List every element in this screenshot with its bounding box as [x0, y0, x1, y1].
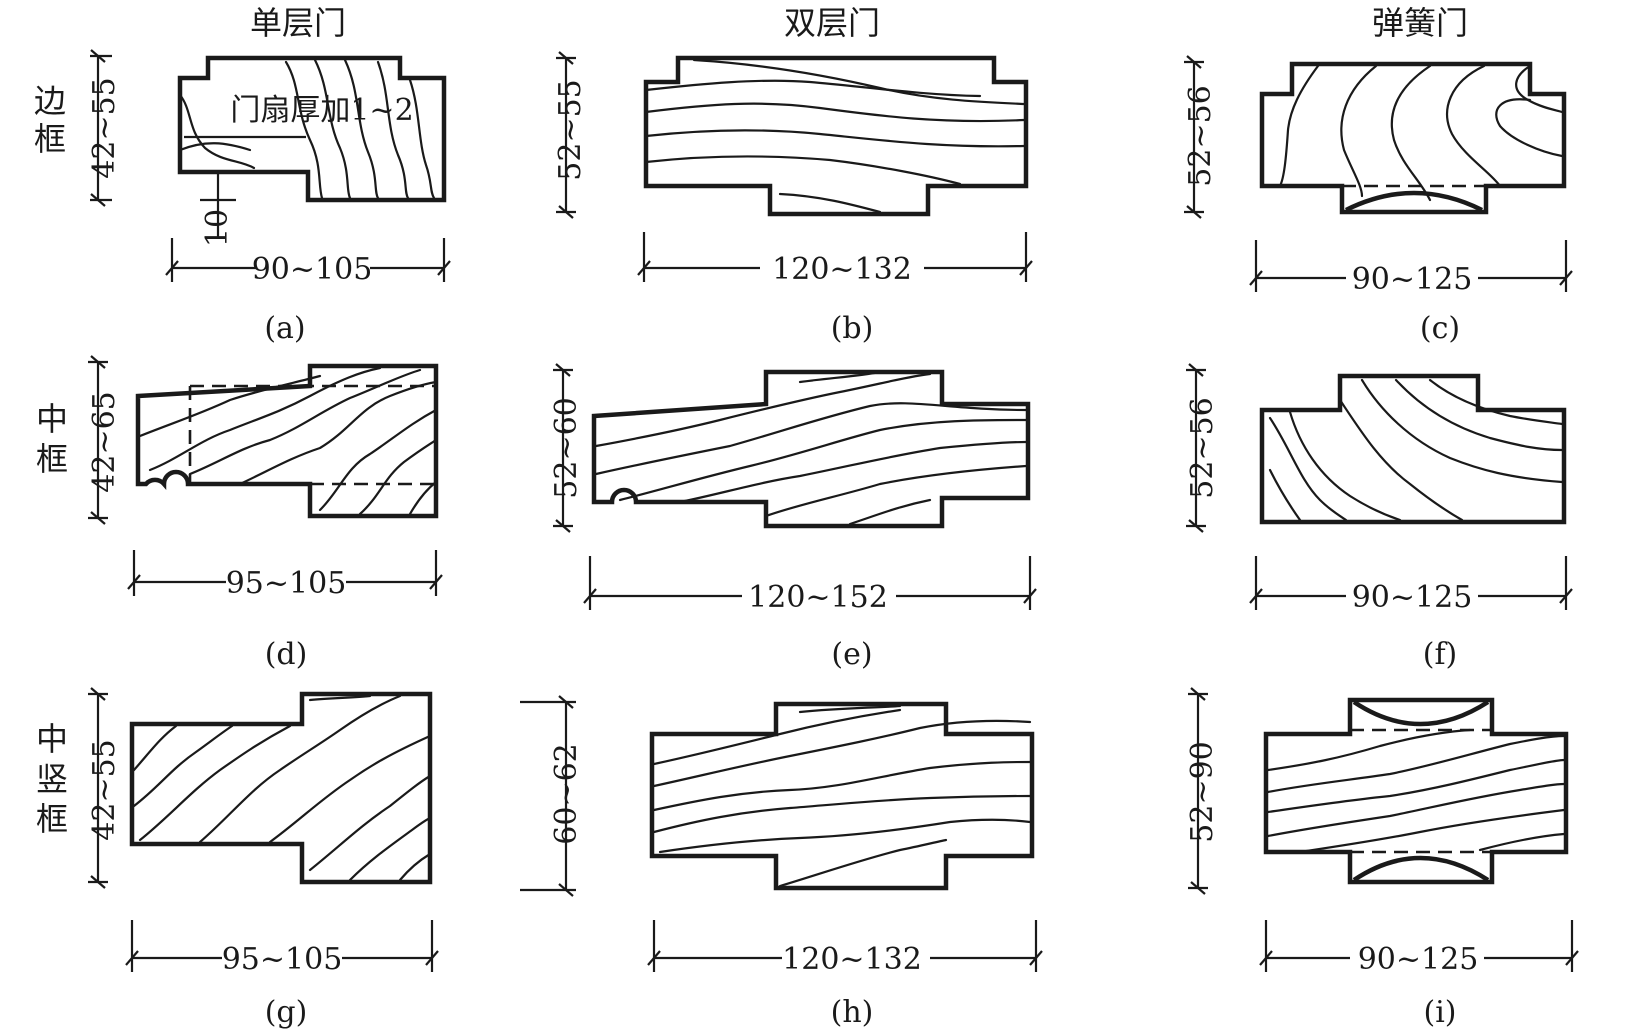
panel-e-caption: (e) — [831, 637, 872, 672]
wood-grain — [178, 58, 436, 200]
panel-e-height-label: 52~60 — [549, 397, 584, 498]
frame-outline — [135, 363, 439, 519]
wood-grain — [1278, 64, 1564, 202]
panel-b-section: 52~55 120~132 (b) — [553, 51, 1033, 346]
panel-a-rebate-label: 10 — [200, 209, 235, 247]
panel-i-width-label: 90~125 — [1358, 942, 1479, 977]
column-title-spring-door: 弹簧门 — [1372, 4, 1468, 42]
row-label-side-frame: 边 框 — [34, 82, 66, 158]
row-label-char: 框 — [34, 120, 66, 158]
wood-grain — [644, 58, 1026, 214]
row-label-char: 中 — [36, 720, 68, 758]
panel-a-section: 门扇厚加1~2 42~55 10 90~105 (a) — [87, 49, 451, 346]
panel-d-section: 42~65 95~105 (d) — [87, 355, 443, 672]
panel-c-width-label: 90~125 — [1352, 262, 1473, 297]
panel-c-caption: (c) — [1420, 311, 1460, 346]
panel-a-note: 门扇厚加1~2 — [230, 93, 413, 128]
wood-grain — [652, 704, 1032, 888]
wood-grain — [1268, 378, 1564, 522]
panel-a-height-label: 42~55 — [87, 77, 122, 178]
panel-a-caption: (a) — [264, 311, 305, 346]
panel-b-height-label: 52~55 — [553, 79, 588, 180]
panel-f-width-label: 90~125 — [1352, 580, 1473, 615]
frame-outline — [129, 691, 433, 885]
panel-f-caption: (f) — [1423, 637, 1458, 672]
panel-h-caption: (h) — [831, 995, 874, 1030]
spring-door-arc — [1352, 700, 1490, 727]
wood-grain — [1266, 728, 1566, 854]
wood-grain — [594, 370, 1028, 526]
row-label-char: 中 — [36, 400, 68, 438]
row-label-middle-frame: 中 框 — [36, 400, 68, 478]
panel-g-height-label: 42~55 — [87, 739, 122, 840]
panel-i-height-label: 52~90 — [1185, 741, 1220, 842]
panel-c-section: 52~56 90~125 (c) — [1183, 55, 1573, 346]
frame-outline — [1259, 61, 1567, 215]
panel-h-width-label: 120~132 — [782, 942, 922, 977]
panel-e-section: 52~60 120~152 (e) — [549, 363, 1037, 672]
panel-g-caption: (g) — [265, 995, 308, 1030]
wood-grain — [132, 694, 432, 882]
panel-h-height-label: 60~62 — [549, 743, 584, 844]
door-leaf-dashed-line — [188, 384, 436, 486]
panel-d-height-label: 42~65 — [87, 391, 122, 492]
panel-i-caption: (i) — [1423, 995, 1456, 1030]
panel-b-caption: (b) — [831, 311, 874, 346]
panel-e-width-label: 120~152 — [748, 580, 888, 615]
row-label-middle-mullion: 中 竖 框 — [36, 720, 68, 838]
panel-d-width-label: 95~105 — [226, 566, 347, 601]
row-label-char: 框 — [36, 800, 68, 838]
panel-d-caption: (d) — [265, 637, 308, 672]
door-leaf-dashed-line — [1342, 184, 1486, 214]
door-leaf-dashed-line — [1350, 698, 1492, 884]
panel-g-width-label: 95~105 — [222, 942, 343, 977]
column-title-double-door: 双层门 — [784, 4, 880, 42]
frame-outline — [1259, 373, 1567, 525]
panel-g-section: 42~55 95~105 (g) — [87, 687, 439, 1030]
wood-grain — [138, 366, 438, 516]
panel-c-height-label: 52~56 — [1183, 85, 1218, 186]
panel-f-section: 52~56 90~125 (f) — [1185, 363, 1573, 672]
row-label-char: 竖 — [36, 760, 68, 798]
row-label-char: 边 — [34, 82, 66, 120]
panel-a-width-label: 90~105 — [252, 252, 373, 287]
spring-door-arc — [1352, 855, 1490, 882]
panel-f-height-label: 52~56 — [1185, 397, 1220, 498]
row-label-char: 框 — [36, 440, 68, 478]
column-title-single-door: 单层门 — [250, 4, 346, 42]
panel-h-section: 60~62 120~132 (h) — [520, 695, 1043, 1030]
panel-i-section: 52~90 90~125 (i) — [1185, 687, 1579, 1030]
panel-b-width-label: 120~132 — [772, 252, 912, 287]
spring-door-arc — [1344, 190, 1484, 213]
